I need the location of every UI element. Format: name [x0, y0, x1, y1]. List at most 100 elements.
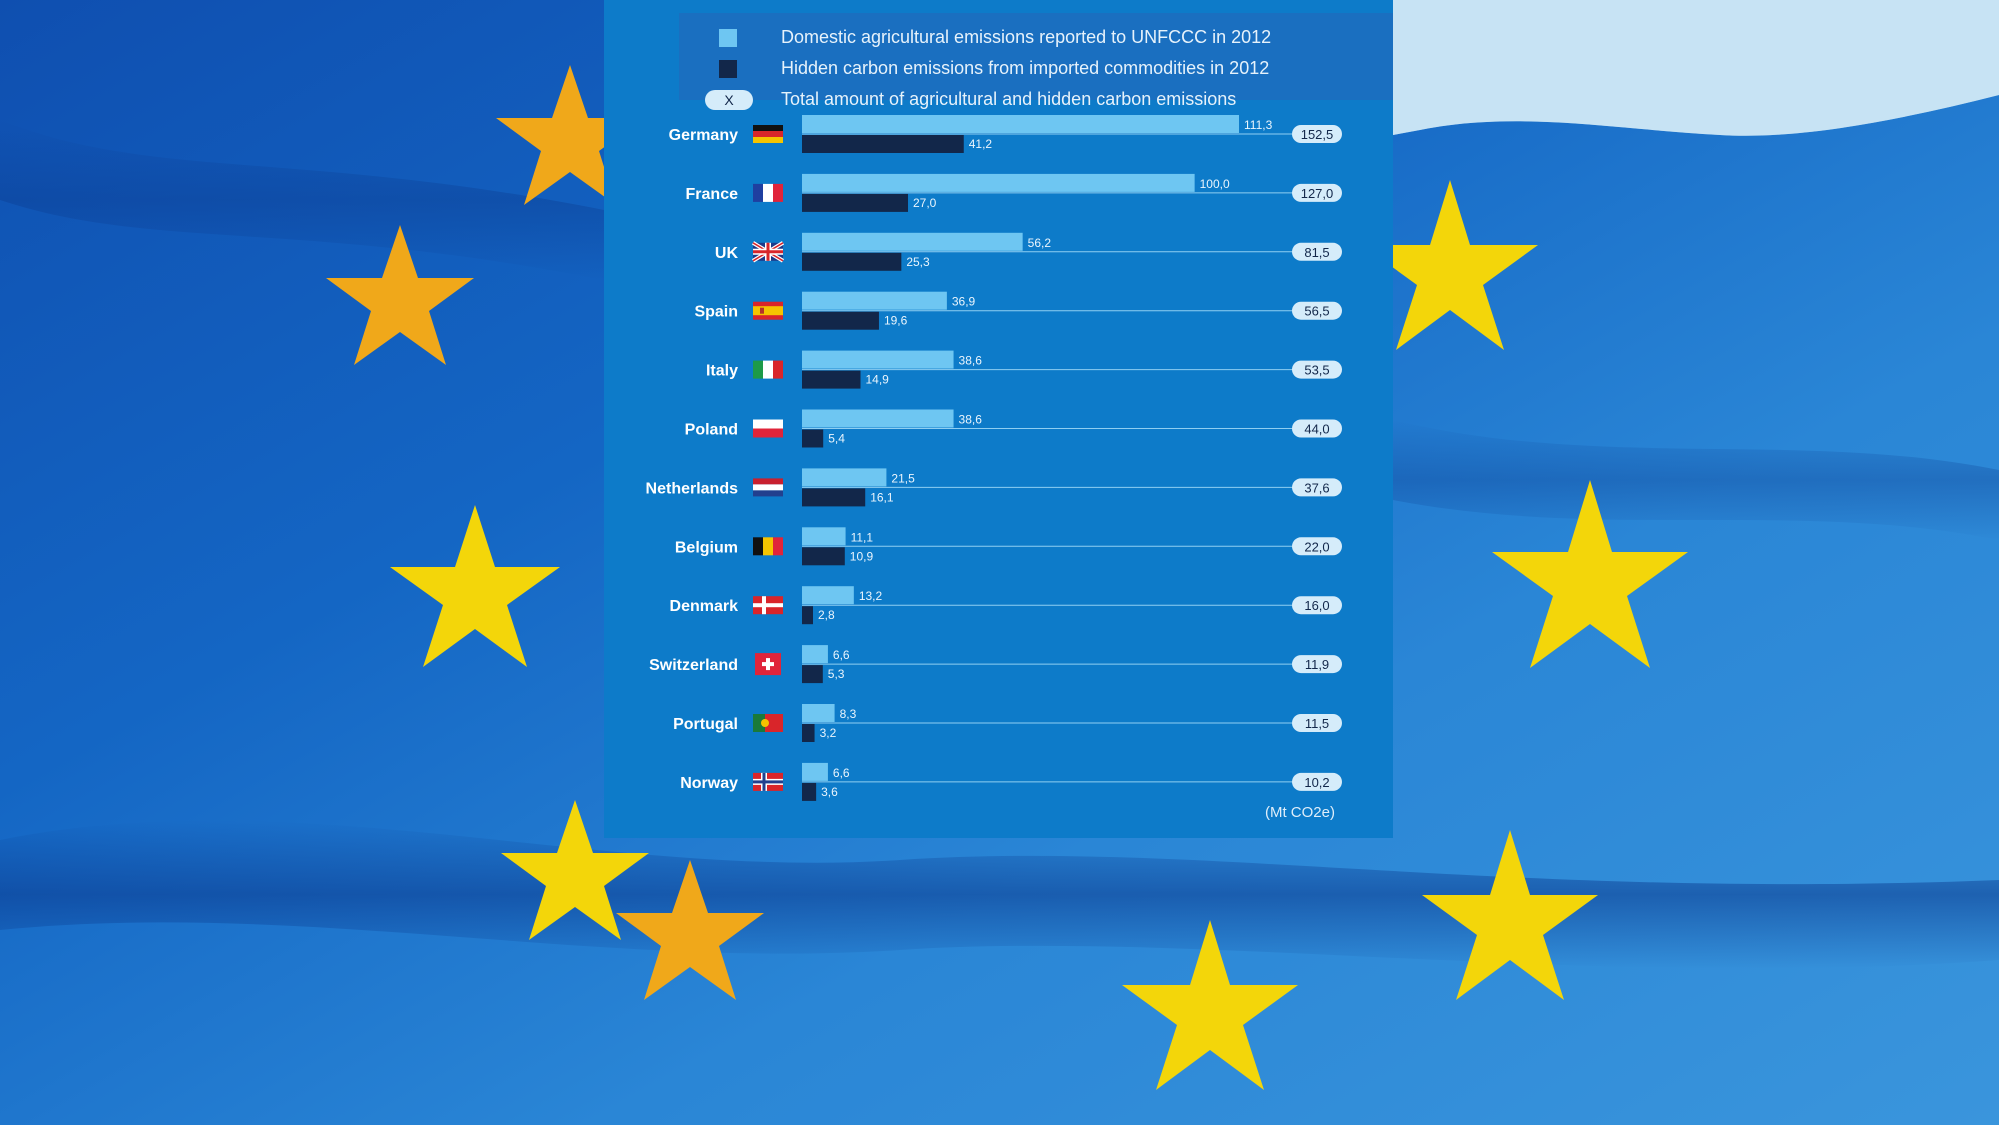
italy-flag-icon: [753, 360, 783, 379]
bar-chart: Germany 111,3 41,2 152,5 France 100,0 27,0 127,…: [646, 115, 1342, 801]
total-value-italy: 53,5: [1304, 363, 1329, 378]
uk-flag-icon: [751, 241, 785, 263]
star-icon: [1122, 920, 1298, 1090]
belgium-flag-icon: [753, 537, 783, 556]
hidden-bar-netherlands: [802, 488, 866, 507]
domestic-value-netherlands: 21,5: [891, 471, 915, 485]
domestic-value-norway: 6,6: [833, 766, 850, 780]
chart-panel: Domestic agricultural emissions reported…: [604, 0, 1393, 838]
netherlands-flag-icon: [753, 478, 783, 497]
total-value-netherlands: 37,6: [1304, 480, 1329, 495]
legend-item-hidden: Hidden carbon emissions from imported co…: [679, 54, 1393, 84]
total-pill-switzerland: [1292, 655, 1342, 674]
portugal-flag-icon: [753, 714, 783, 732]
total-pill-spain: [1292, 301, 1342, 320]
domestic-bar-spain: [802, 291, 947, 310]
domestic-bar-portugal: [802, 704, 835, 722]
total-pill-portugal: [1292, 714, 1342, 732]
star-icon: [1422, 830, 1598, 1000]
domestic-value-denmark: 13,2: [859, 589, 883, 603]
total-value-poland: 44,0: [1304, 422, 1329, 437]
country-label-spain: Spain: [694, 304, 738, 321]
domestic-bar-poland: [802, 409, 954, 428]
star-icon: [1362, 180, 1538, 350]
hidden-value-italy: 14,9: [866, 373, 890, 387]
star-icon: [390, 505, 560, 667]
domestic-value-switzerland: 6,6: [833, 648, 850, 662]
hidden-swatch: [719, 60, 737, 78]
domestic-value-france: 100,0: [1200, 177, 1230, 191]
domestic-value-italy: 38,6: [959, 354, 983, 368]
unit-label: (Mt CO2e): [1264, 804, 1335, 821]
hidden-bar-belgium: [802, 547, 845, 566]
hidden-bar-germany: [802, 135, 964, 153]
switzerland-flag-icon: [755, 653, 781, 676]
country-label-switzerland: Switzerland: [649, 657, 738, 674]
domestic-bar-netherlands: [802, 468, 887, 487]
domestic-value-germany: 111,3: [1244, 118, 1273, 132]
hidden-value-norway: 3,6: [821, 785, 838, 799]
country-label-italy: Italy: [706, 363, 738, 380]
norway-flag-icon: [753, 772, 783, 791]
total-pill-germany: [1292, 125, 1342, 143]
domestic-bar-belgium: [802, 527, 846, 546]
country-label-france: France: [686, 186, 739, 203]
hidden-value-spain: 19,6: [884, 314, 908, 328]
star-icon: [1492, 480, 1688, 668]
hidden-value-portugal: 3,2: [820, 726, 837, 740]
domestic-value-poland: 38,6: [959, 413, 983, 427]
hidden-value-germany: 41,2: [969, 137, 993, 151]
total-value-belgium: 22,0: [1304, 539, 1329, 554]
hidden-bar-denmark: [802, 606, 813, 625]
domestic-bar-france: [802, 173, 1195, 192]
total-pill-france: [1292, 183, 1342, 202]
total-value-uk: 81,5: [1304, 245, 1329, 260]
denmark-flag-icon: [753, 596, 783, 615]
domestic-value-portugal: 8,3: [840, 707, 857, 721]
star-icon: [496, 65, 644, 205]
legend-item-total: X Total amount of agricultural and hidde…: [679, 85, 1393, 115]
france-flag-icon: [753, 183, 783, 202]
hidden-value-uk: 25,3: [906, 255, 930, 269]
total-value-spain: 56,5: [1304, 304, 1329, 319]
total-value-portugal: 11,5: [1305, 716, 1329, 731]
domestic-bar-norway: [802, 762, 828, 781]
country-label-poland: Poland: [685, 422, 738, 439]
total-pill-denmark: [1292, 596, 1342, 615]
poland-flag-icon: [753, 419, 783, 438]
total-value-denmark: 16,0: [1304, 598, 1329, 613]
country-label-germany: Germany: [669, 127, 738, 144]
hidden-value-switzerland: 5,3: [828, 667, 845, 681]
domestic-value-belgium: 11,1: [851, 530, 874, 544]
hidden-bar-portugal: [802, 724, 815, 742]
hidden-bar-uk: [802, 252, 902, 271]
hidden-bar-spain: [802, 311, 879, 330]
star-icon: [616, 860, 764, 1000]
domestic-value-uk: 56,2: [1028, 236, 1052, 250]
hidden-value-netherlands: 16,1: [870, 490, 894, 504]
total-value-norway: 10,2: [1304, 775, 1329, 790]
country-label-norway: Norway: [680, 775, 738, 792]
domestic-bar-switzerland: [802, 645, 828, 664]
total-pill-uk: [1292, 242, 1342, 261]
total-pill-norway: [1292, 772, 1342, 791]
domestic-bar-denmark: [802, 586, 854, 605]
legend-item-domestic: Domestic agricultural emissions reported…: [679, 23, 1393, 53]
hidden-bar-france: [802, 193, 909, 212]
domestic-bar-uk: [802, 232, 1023, 251]
total-value-switzerland: 11,9: [1305, 657, 1329, 672]
hidden-bar-norway: [802, 782, 817, 801]
country-label-netherlands: Netherlands: [646, 480, 739, 497]
hidden-value-belgium: 10,9: [850, 549, 874, 563]
hidden-bar-switzerland: [802, 665, 823, 684]
domestic-value-spain: 36,9: [952, 295, 976, 309]
hidden-value-denmark: 2,8: [818, 608, 835, 622]
domestic-bar-germany: [802, 115, 1239, 133]
hidden-bar-italy: [802, 370, 861, 389]
eu-stars: [326, 65, 1688, 1090]
hidden-value-france: 27,0: [913, 196, 937, 210]
total-pill-netherlands: [1292, 478, 1342, 497]
domestic-swatch: [719, 29, 737, 47]
legend-label-hidden: Hidden carbon emissions from imported co…: [781, 58, 1270, 78]
country-label-uk: UK: [715, 245, 739, 262]
